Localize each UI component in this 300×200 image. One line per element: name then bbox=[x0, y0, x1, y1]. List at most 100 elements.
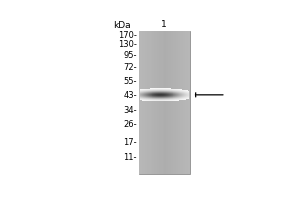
Bar bbox=[152, 91, 153, 92]
Bar bbox=[140, 99, 141, 100]
Bar bbox=[176, 99, 177, 100]
Bar bbox=[143, 91, 144, 92]
Bar bbox=[168, 94, 169, 95]
Bar bbox=[152, 92, 153, 93]
Bar bbox=[173, 100, 174, 101]
Bar bbox=[176, 100, 177, 101]
Bar bbox=[167, 100, 168, 101]
Bar bbox=[151, 94, 152, 95]
Bar bbox=[169, 93, 170, 94]
Bar bbox=[155, 92, 156, 93]
Bar bbox=[142, 31, 144, 174]
Bar bbox=[153, 97, 154, 98]
Bar bbox=[145, 100, 146, 101]
Bar bbox=[177, 93, 178, 94]
Bar bbox=[175, 92, 176, 93]
Bar bbox=[180, 93, 181, 94]
Bar bbox=[163, 92, 164, 93]
Bar bbox=[176, 92, 177, 93]
Bar bbox=[147, 92, 148, 93]
Bar bbox=[181, 93, 182, 94]
Bar bbox=[169, 95, 170, 96]
Bar bbox=[152, 100, 153, 101]
Bar bbox=[181, 97, 182, 98]
Bar bbox=[187, 91, 188, 92]
Bar bbox=[179, 94, 180, 95]
Bar bbox=[163, 97, 164, 98]
Bar bbox=[180, 93, 181, 94]
Bar bbox=[154, 92, 155, 93]
Bar bbox=[150, 93, 151, 94]
Bar bbox=[163, 89, 164, 90]
Bar bbox=[141, 96, 142, 97]
Bar bbox=[148, 91, 149, 92]
Bar bbox=[171, 94, 172, 95]
Bar bbox=[183, 98, 184, 99]
Bar bbox=[153, 92, 154, 93]
Bar bbox=[176, 98, 177, 99]
Bar bbox=[172, 91, 173, 92]
Bar bbox=[187, 93, 188, 94]
Bar bbox=[164, 99, 165, 100]
Bar bbox=[150, 96, 151, 97]
Bar bbox=[177, 95, 178, 96]
Bar bbox=[177, 90, 178, 91]
Bar bbox=[141, 89, 142, 90]
Bar bbox=[148, 98, 149, 99]
Bar bbox=[155, 97, 156, 98]
Bar bbox=[188, 91, 189, 92]
Bar bbox=[174, 97, 175, 98]
Bar bbox=[174, 93, 175, 94]
Bar bbox=[141, 91, 142, 92]
Bar bbox=[149, 91, 150, 92]
Bar bbox=[166, 93, 167, 94]
Bar bbox=[157, 98, 158, 99]
Bar bbox=[166, 98, 167, 99]
Bar bbox=[146, 95, 147, 96]
Bar bbox=[169, 93, 170, 94]
Bar bbox=[157, 96, 158, 97]
Bar bbox=[144, 93, 145, 94]
Bar bbox=[142, 90, 143, 91]
Bar bbox=[162, 100, 163, 101]
Text: 55-: 55- bbox=[123, 77, 137, 86]
Bar bbox=[181, 89, 182, 90]
Bar bbox=[148, 97, 149, 98]
Bar bbox=[145, 97, 146, 98]
Bar bbox=[154, 91, 155, 92]
Bar bbox=[153, 93, 154, 94]
Bar bbox=[156, 93, 157, 94]
Bar bbox=[177, 89, 178, 90]
Bar bbox=[147, 94, 148, 95]
Bar bbox=[146, 94, 147, 95]
Bar bbox=[166, 96, 167, 97]
Bar bbox=[173, 92, 174, 93]
Bar bbox=[141, 91, 142, 92]
Bar bbox=[149, 100, 150, 101]
Bar bbox=[178, 94, 179, 95]
Bar bbox=[179, 97, 180, 98]
Bar bbox=[169, 92, 170, 93]
Bar bbox=[154, 100, 155, 101]
Bar bbox=[185, 95, 186, 96]
Bar bbox=[175, 100, 176, 101]
Bar bbox=[173, 94, 174, 95]
Bar bbox=[155, 99, 156, 100]
Bar bbox=[173, 31, 174, 174]
Bar bbox=[145, 90, 146, 91]
Bar bbox=[170, 94, 171, 95]
Bar bbox=[177, 93, 178, 94]
Bar bbox=[177, 91, 178, 92]
Bar bbox=[157, 93, 158, 94]
Bar bbox=[175, 99, 176, 100]
Bar bbox=[170, 94, 171, 95]
Bar bbox=[173, 99, 174, 100]
Text: 72-: 72- bbox=[123, 63, 137, 72]
Bar bbox=[159, 99, 160, 100]
Bar bbox=[145, 90, 146, 91]
Bar bbox=[172, 93, 173, 94]
Bar bbox=[141, 95, 142, 96]
Bar bbox=[164, 91, 165, 92]
Bar bbox=[181, 96, 182, 97]
Bar bbox=[176, 94, 177, 95]
